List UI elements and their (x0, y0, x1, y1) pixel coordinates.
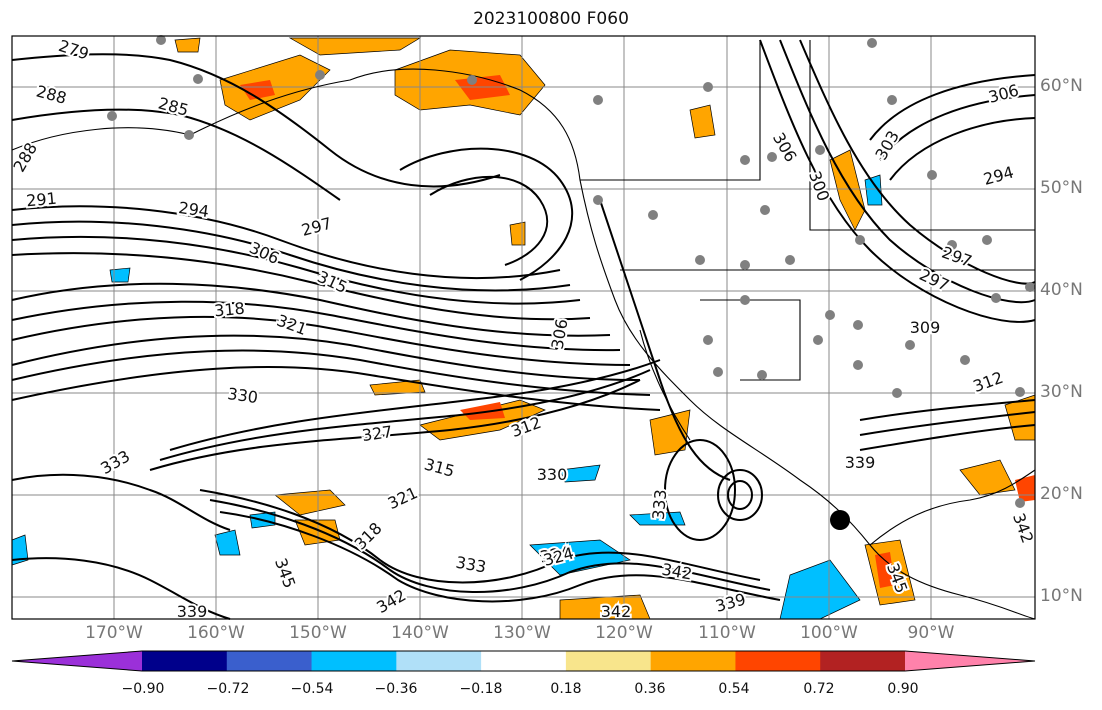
colorbar-tick: −0.72 (206, 681, 250, 697)
contour-label: 339 (177, 602, 208, 621)
contour-label-halo: 330 (537, 465, 568, 484)
lon-label-110w: 110°W (698, 623, 756, 643)
lon-label-160w: 160°W (187, 623, 245, 643)
contour-label: 330 (537, 465, 568, 484)
colorbar-tick: −0.90 (121, 681, 165, 697)
colorbar-segment (396, 651, 482, 671)
colorbar-extend-max (905, 651, 1035, 671)
contour-label-halo: 339 (177, 602, 208, 621)
contour-label: 342 (601, 602, 632, 621)
colorbar-outline (11, 650, 1036, 672)
lon-label-170w: 170°W (85, 623, 143, 643)
contour-label: 294 (177, 198, 210, 221)
lon-label-90w: 90°W (907, 623, 955, 643)
lon-label-140w: 140°W (391, 623, 449, 643)
contour-label: 330 (226, 384, 259, 407)
colorbar-tick: 0.90 (887, 681, 919, 697)
contour-label-halo: 342 (601, 602, 632, 621)
colorbar-segment (311, 651, 397, 671)
colorbar-segment (142, 651, 228, 671)
contour-label-halo: 333 (649, 488, 671, 520)
isentrope-contours (11, 39, 1036, 620)
map-frame (11, 35, 1036, 620)
colorbar-segment (226, 651, 313, 671)
lon-label-150w: 150°W (289, 623, 347, 643)
contour-label: 291 (25, 189, 57, 211)
colorbar-segment (565, 651, 652, 671)
colorbar-tick: 0.72 (803, 681, 835, 697)
lon-label-130w: 130°W (493, 623, 551, 643)
lat-label-30n: 30°N (1040, 382, 1083, 402)
contour-label-halo: 339 (845, 453, 876, 472)
contour-label-halo: 342 (660, 560, 693, 584)
lat-label-50n: 50°N (1040, 178, 1083, 198)
contour-label: 327 (361, 422, 394, 445)
contour-label: 339 (845, 453, 876, 472)
colorbar-tick: −0.54 (290, 681, 334, 697)
lat-label-40n: 40°N (1040, 280, 1083, 300)
colorbar-segment (481, 651, 567, 671)
contour-label: 333 (649, 488, 671, 520)
plot-title: 2023100800 F060 (473, 9, 629, 29)
colorbar-tick: 0.36 (634, 681, 666, 697)
lon-label-120w: 120°W (595, 623, 653, 643)
colorbar-tick: 0.18 (550, 681, 582, 697)
colorbar (11, 650, 1036, 672)
colorbar-segment (735, 651, 821, 671)
station-markers (107, 35, 1035, 508)
colorbar-tick: −0.36 (374, 681, 418, 697)
coastlines (11, 40, 1036, 620)
contour-label-halo: 327 (361, 422, 394, 445)
colorbar-extend-min (12, 651, 142, 671)
colorbar-segment (820, 651, 906, 671)
colorbar-tick: 0.54 (718, 681, 750, 697)
contour-label: 309 (910, 318, 941, 337)
hurricane-marker (830, 510, 850, 530)
colorbar-tick: −0.18 (459, 681, 503, 697)
lon-label-100w: 100°W (800, 623, 858, 643)
contour-label-halo: 309 (910, 318, 941, 337)
colorbar-segment (650, 651, 736, 671)
lat-label-20n: 20°N (1040, 484, 1083, 504)
lat-label-60n: 60°N (1040, 76, 1083, 96)
lat-label-10n: 10°N (1040, 586, 1083, 606)
contour-label: 318 (213, 299, 245, 321)
